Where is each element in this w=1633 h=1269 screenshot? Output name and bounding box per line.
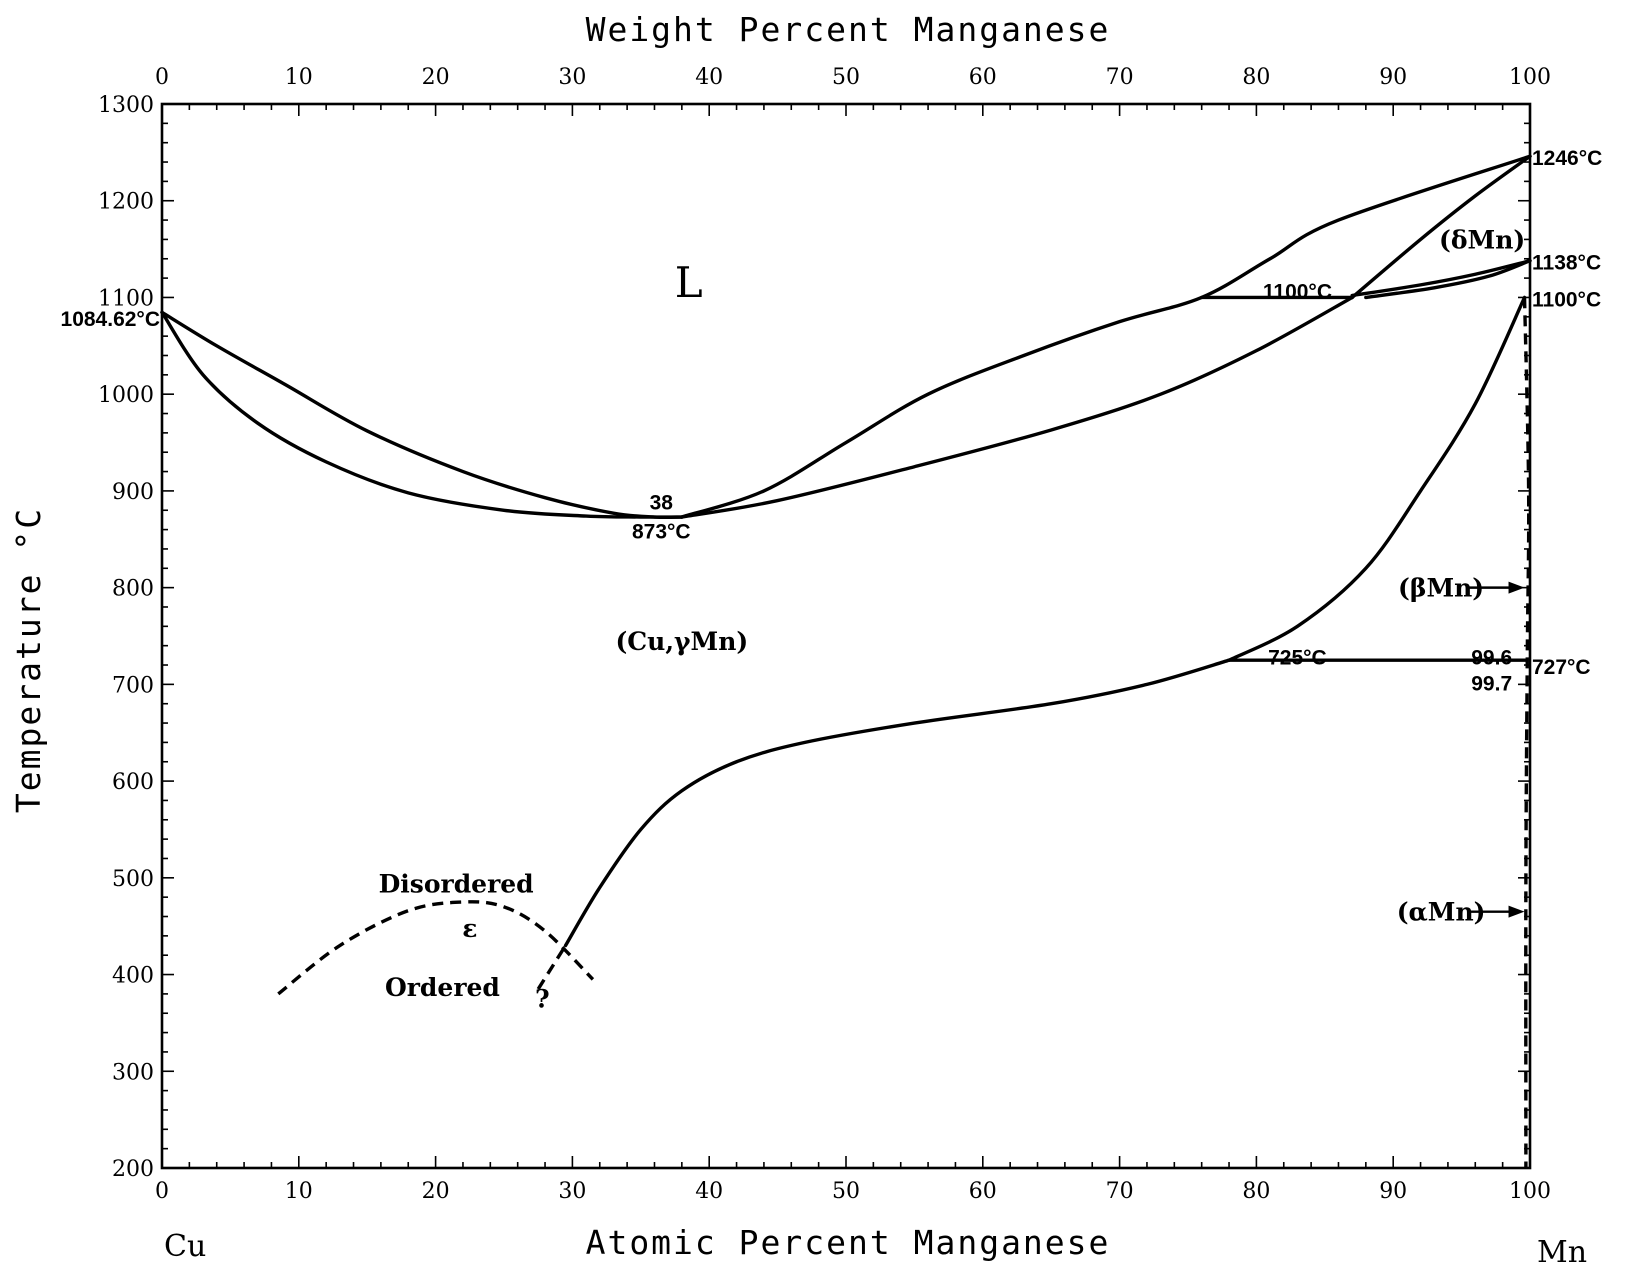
x2-tick-label: 70 (1106, 65, 1134, 90)
x2-tick-label: 90 (1379, 65, 1407, 90)
phase-boundary-6 (1350, 258, 1532, 298)
y-tick-label: 800 (112, 577, 154, 602)
annotation: 727°C (1532, 656, 1591, 679)
x2-tick-label: 50 (832, 65, 860, 90)
phase-boundary-13 (277, 900, 595, 996)
annotation: (δMn) (1439, 225, 1525, 254)
phase-boundary-4 (680, 295, 1354, 519)
element-right-label: Mn (1537, 1235, 1587, 1269)
y-tick-label: 1000 (98, 383, 154, 408)
y-tick-label: 700 (112, 673, 154, 698)
annotation: 725°C (1268, 646, 1327, 669)
phase-boundary-10 (1227, 295, 1527, 662)
x-tick-label: 0 (155, 1179, 169, 1204)
bottom-axis-title: Atomic Percent Manganese (586, 1223, 1111, 1262)
y-tick-label: 900 (112, 480, 154, 505)
phase-boundary-3 (680, 154, 1532, 519)
annotation: ? (535, 985, 550, 1014)
x-tick-label: 30 (558, 1179, 586, 1204)
x-tick-label: 20 (422, 1179, 450, 1204)
x2-tick-label: 80 (1242, 65, 1270, 90)
tick-labels: 0 10 20 30 40 50 60 70 80 90 1000 10 20 30 40 50 60 70 80 9… (98, 65, 1551, 1204)
annotation: Disordered (379, 870, 534, 899)
annotation: 1100°C (1263, 281, 1332, 304)
beta-mn-arrow-head (1508, 581, 1525, 594)
x-tick-label: 100 (1509, 1179, 1551, 1204)
annotation: 1246°C (1532, 147, 1602, 170)
axis-ticks (161, 103, 1531, 1169)
x-tick-label: 70 (1106, 1179, 1134, 1204)
annotation: (Cu,γMn) (615, 627, 748, 656)
y-tick-label: 500 (112, 867, 154, 892)
y-tick-label: 600 (112, 770, 154, 795)
element-left-label: Cu (164, 1229, 206, 1264)
annotation: ε (462, 914, 477, 943)
annotation: 99.7 (1471, 672, 1512, 695)
annotation: Ordered (385, 973, 500, 1002)
annotation: 1084.62°C (61, 308, 160, 331)
x-tick-label: 80 (1242, 1179, 1270, 1204)
x2-tick-label: 20 (422, 65, 450, 90)
phase-arrows (1468, 581, 1525, 918)
phase-boundaries (160, 154, 1532, 1169)
x2-tick-label: 30 (558, 65, 586, 90)
x2-tick-label: 0 (155, 65, 169, 90)
y-tick-label: 300 (112, 1060, 154, 1085)
y-tick-label: 400 (112, 964, 154, 989)
x2-tick-label: 40 (695, 65, 723, 90)
annotation: 873°C (632, 521, 691, 544)
alpha-mn-arrow-head (1508, 905, 1525, 918)
x2-tick-label: 60 (969, 65, 997, 90)
annotation: 1138°C (1532, 252, 1601, 275)
phase-boundary-5 (1350, 154, 1532, 300)
annotation: 38 (650, 492, 674, 515)
annotation: (αMn) (1397, 898, 1486, 927)
phase-boundary-12 (1522, 297, 1531, 1169)
annotation: (βMn) (1398, 574, 1484, 603)
x2-tick-label: 10 (285, 65, 313, 90)
x-tick-label: 40 (695, 1179, 723, 1204)
phase-boundary-14 (536, 944, 567, 990)
y-tick-label: 1300 (98, 93, 154, 118)
phase-boundary-2 (160, 310, 684, 519)
y-tick-label: 1100 (98, 286, 154, 311)
y-tick-label: 200 (112, 1157, 154, 1182)
annotation: 99.6 (1471, 646, 1512, 669)
x-tick-label: 50 (832, 1179, 860, 1204)
phase-boundary-9 (563, 658, 1231, 948)
phase-boundary-7 (1364, 258, 1532, 300)
annotation: 1100°C (1532, 288, 1601, 311)
phase-boundary-1 (160, 310, 684, 520)
y-axis-title: Temperature °C (9, 507, 48, 813)
x-tick-label: 90 (1379, 1179, 1407, 1204)
x2-tick-label: 100 (1509, 65, 1551, 90)
annotation: L (675, 258, 703, 307)
annotations: L (Cu,γMn) 38 873°C 1084.62°C 1100°C 725°C 99.6… (61, 147, 1603, 1013)
plot-frame (160, 102, 1532, 1170)
top-axis-title: Weight Percent Manganese (586, 10, 1111, 49)
x-tick-label: 10 (285, 1179, 313, 1204)
y-tick-label: 1200 (98, 190, 154, 215)
x-tick-label: 60 (969, 1179, 997, 1204)
